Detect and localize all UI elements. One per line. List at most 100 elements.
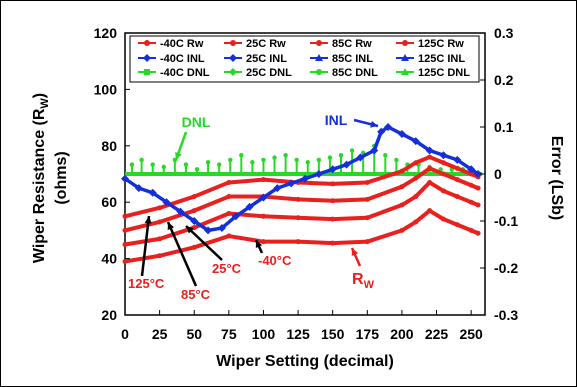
rw-point — [399, 168, 405, 174]
arrow-85c-head — [167, 222, 175, 230]
y-axis-left-label: Wiper Resistance (RW) (ohms) — [31, 93, 70, 263]
rw-point — [295, 215, 301, 221]
legend-marker — [401, 54, 409, 61]
inl-point — [384, 123, 393, 131]
label-m40c: -40°C — [258, 253, 292, 268]
rw-annotation-sub: W — [364, 279, 375, 291]
rw-point — [440, 216, 446, 222]
dnl-point — [294, 157, 299, 163]
dnl-point — [394, 157, 399, 163]
inl-point — [467, 165, 476, 174]
legend-entry: 25C INL — [224, 53, 287, 65]
rw-point — [454, 177, 460, 183]
rw-point — [454, 165, 460, 171]
dnl-point — [349, 148, 355, 153]
inl-line — [124, 125, 480, 233]
rw-point — [226, 210, 232, 216]
rw-point — [440, 171, 446, 177]
legend-label: -40C Rw — [160, 38, 204, 50]
inl-arrow-head — [370, 120, 378, 128]
arrow-125c-head — [144, 216, 152, 224]
legend-label: 25C Rw — [246, 38, 286, 50]
inl-point — [411, 137, 420, 146]
legend-marker — [144, 69, 150, 75]
rw-point — [440, 160, 446, 166]
legend-entry: -40C INL — [138, 53, 205, 65]
legend-label: 25C INL — [246, 53, 287, 65]
dnl-point — [239, 153, 244, 158]
inl-annotation: INL — [325, 112, 348, 128]
legend-marker — [401, 68, 409, 75]
x-tick-label: 175 — [356, 326, 380, 342]
dnl-point — [205, 160, 211, 165]
rw-point — [427, 165, 433, 171]
rw-point — [157, 219, 163, 225]
dnl-point — [316, 157, 322, 163]
rw-arrow-head — [351, 248, 359, 256]
y-left-tick-label: 120 — [94, 25, 118, 41]
dnl-point — [183, 162, 189, 167]
label-85c: 85°C — [181, 287, 211, 302]
y-left-tick-label: 40 — [101, 251, 117, 267]
inl-point — [134, 184, 143, 193]
y-right-tick-label: 0 — [494, 166, 502, 182]
inl-point — [425, 146, 434, 155]
dnl-point — [250, 160, 255, 165]
y-left-tick-label: 60 — [101, 194, 117, 210]
arrow-125c — [140, 215, 151, 277]
legend-entry: 125C INL — [396, 53, 465, 65]
rw-point — [413, 160, 419, 166]
rw-point — [364, 239, 370, 245]
inl-point — [121, 174, 129, 183]
inl-point — [474, 170, 483, 178]
rw-point — [122, 258, 128, 264]
legend-entry: 85C INL — [310, 53, 373, 65]
rw-annotation: RW — [352, 271, 375, 291]
dnl-point — [305, 160, 310, 165]
dnl-point — [261, 157, 266, 163]
rw-point — [364, 179, 370, 185]
inl-point — [204, 226, 213, 235]
arrow-25c-head — [186, 226, 194, 234]
rw-point — [295, 239, 301, 245]
dnl-point — [216, 162, 222, 167]
inl-point — [287, 179, 296, 188]
legend-label: 125C Rw — [418, 38, 464, 50]
legend-marker — [315, 54, 323, 61]
legend-label: 125C INL — [418, 53, 465, 65]
y-right-tick-label: 0.1 — [494, 119, 514, 135]
dnl-point — [129, 162, 135, 167]
x-axis-label: Wiper Setting (decimal) — [216, 353, 394, 370]
legend-label: 85C DNL — [332, 67, 378, 79]
dnl-point — [383, 153, 388, 158]
legend-label: -40C INL — [160, 53, 205, 65]
legend-entry: 25C Rw — [224, 38, 286, 50]
legend-marker — [229, 68, 237, 76]
legend-marker — [402, 40, 408, 46]
dnl-point — [228, 157, 233, 163]
inl-point — [314, 170, 323, 178]
rw-point — [427, 154, 433, 160]
dnl-annotation: DNL — [182, 114, 211, 130]
rw-point — [191, 194, 197, 200]
legend-entry: 25C DNL — [224, 67, 292, 79]
rw-point — [468, 227, 474, 233]
rw-point — [427, 179, 433, 185]
svg-text:Wiper Resistance (RW): Wiper Resistance (RW) — [31, 93, 51, 263]
inl-point — [342, 160, 351, 169]
legend: -40C Rw 25C Rw 85C Rw 125C Rw -40C INL 25C IN… — [129, 35, 480, 83]
y-right-tick-label: 0.2 — [494, 72, 514, 88]
inl-point — [162, 198, 171, 207]
rw-point — [157, 205, 163, 211]
y-left-label-main: Wiper Resistance (R — [31, 108, 48, 263]
y-right-tick-label: 0.3 — [494, 25, 514, 41]
inl-point — [397, 130, 406, 139]
rw-annotation-main: R — [352, 271, 364, 288]
dnl-arrow-head — [175, 152, 182, 160]
x-tick-label: 75 — [221, 326, 237, 342]
y-right-tick-label: -0.3 — [494, 307, 518, 323]
legend-entry: -40C DNL — [138, 67, 210, 79]
y-right-tick-label: -0.2 — [494, 260, 518, 276]
rw-point — [330, 240, 336, 246]
